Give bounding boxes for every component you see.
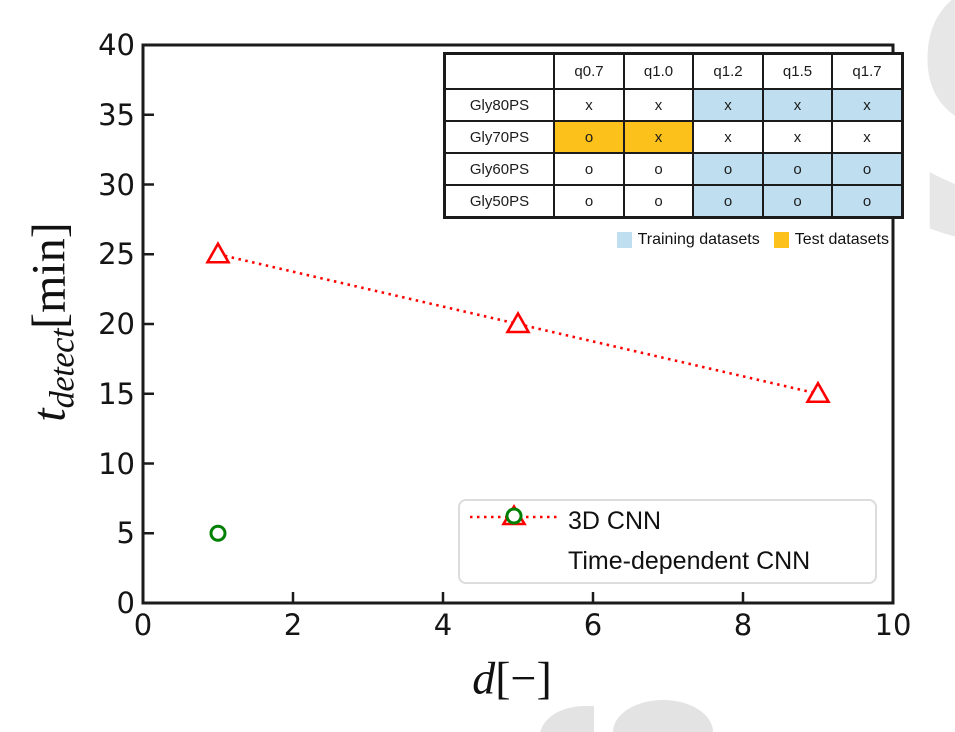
x-tick-label: 10 xyxy=(874,608,912,642)
corner-cell xyxy=(443,52,555,90)
triangle-marker xyxy=(805,380,831,404)
dataset-table: q0.7 q1.0 q1.2 q1.5 q1.7 Gly80PS x x x x x Gly70PS o… xyxy=(443,52,904,219)
dataset-cell: o xyxy=(692,152,764,186)
dataset-cell: x xyxy=(692,120,764,154)
dataset-cell: x xyxy=(762,88,833,122)
y-tick-label: 40 xyxy=(98,28,135,62)
y-tick-label: 10 xyxy=(98,446,135,481)
column-header: q1.7 xyxy=(831,52,904,90)
dataset-cell: o xyxy=(553,184,625,219)
x-tick-label: 0 xyxy=(133,608,153,642)
y-tick-label: 35 xyxy=(98,97,135,132)
legend-label: Time-dependent CNN xyxy=(568,547,811,575)
dataset-cell: o xyxy=(553,120,625,154)
row-label: Gly60PS xyxy=(443,152,555,186)
y-tick-label: 15 xyxy=(98,376,135,411)
dataset-legend-label: Training datasets xyxy=(637,231,760,248)
x-axis-symbol: d xyxy=(472,652,496,704)
triangle-marker xyxy=(205,241,231,264)
dataset-cell: o xyxy=(623,152,694,186)
dataset-cell: x xyxy=(553,88,625,122)
color-swatch xyxy=(773,232,789,248)
y-tick-label: 5 xyxy=(116,516,135,551)
dataset-cell: x xyxy=(623,120,694,154)
dataset-grid: q0.7 q1.0 q1.2 q1.5 q1.7 Gly80PS x x x x x Gly70PS o… xyxy=(443,52,904,219)
color-swatch xyxy=(616,232,632,248)
plot-frame xyxy=(141,43,895,605)
dataset-cell: x xyxy=(831,88,904,122)
y-tick-label: 30 xyxy=(98,167,135,202)
plot-legend: 3D CNN Time-dependent CNN xyxy=(458,499,877,584)
x-axis-label: d[−] xyxy=(472,652,552,705)
dataset-legend-item: Training datasets xyxy=(616,231,760,249)
watermark-letter: S xyxy=(902,0,955,297)
dataset-cell: o xyxy=(831,152,904,186)
dataset-table-legend: Training datasets Test datasets xyxy=(616,231,889,249)
dataset-cell: o xyxy=(762,184,833,219)
dataset-cell: x xyxy=(831,120,904,154)
dataset-cell: o xyxy=(831,184,904,219)
row-label: Gly80PS xyxy=(443,88,555,122)
dataset-cell: x xyxy=(623,88,694,122)
dataset-cell: o xyxy=(692,184,764,219)
dataset-cell: o xyxy=(553,152,625,186)
dataset-legend-label: Test datasets xyxy=(794,231,889,248)
dataset-cell: x xyxy=(762,120,833,154)
y-tick-label: 25 xyxy=(98,237,135,272)
x-tick-label: 2 xyxy=(283,608,303,642)
legend-entry-time-dependent-cnn: Time-dependent CNN xyxy=(460,507,875,582)
row-label: Gly70PS xyxy=(443,120,555,154)
row-label: Gly50PS xyxy=(443,184,555,219)
dataset-cell: o xyxy=(623,184,694,219)
dataset-legend-item: Test datasets xyxy=(773,231,889,249)
x-tick-label: 6 xyxy=(583,608,603,642)
y-axis-label: tdetect[min] xyxy=(22,222,83,421)
y-tick-label: 20 xyxy=(98,307,135,341)
column-header: q1.2 xyxy=(692,52,764,90)
y-axis-unit: [min] xyxy=(22,222,76,329)
triangle-marker xyxy=(505,310,531,334)
x-axis-unit: [−] xyxy=(495,652,552,704)
legend-label: 3D CNN xyxy=(568,507,662,535)
x-tick-label: 4 xyxy=(433,608,453,642)
y-tick-label: 0 xyxy=(116,586,135,620)
column-header: q1.0 xyxy=(623,52,694,90)
x-tick-label: 8 xyxy=(733,608,753,642)
y-axis-symbol: t xyxy=(22,408,76,422)
column-header: q0.7 xyxy=(553,52,625,90)
circle-marker xyxy=(209,524,227,542)
dataset-cell: o xyxy=(762,152,833,186)
column-header: q1.5 xyxy=(762,52,833,90)
dataset-cell: x xyxy=(692,88,764,122)
y-axis-subscript: detect xyxy=(43,328,82,409)
